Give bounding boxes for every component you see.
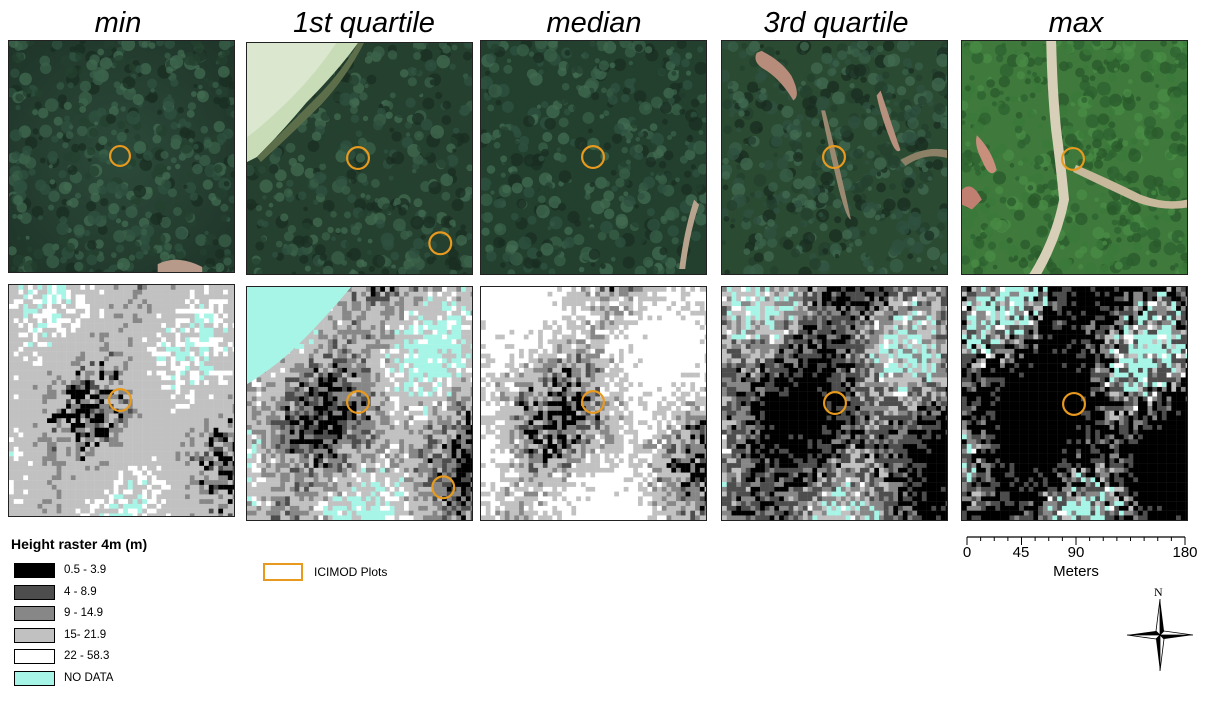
column-title-min: min	[94, 7, 142, 39]
legend-swatch	[14, 671, 55, 686]
height-raster-max	[961, 286, 1188, 521]
icimod-plot-marker	[109, 144, 132, 168]
icimod-plot-marker	[1062, 391, 1086, 416]
legend-swatch	[14, 584, 55, 600]
legend-title: Height raster 4m (m)	[11, 536, 148, 552]
satellite-image-1st-quartile	[246, 42, 473, 275]
satellite-image-median	[480, 40, 707, 275]
compass-icon	[1126, 598, 1194, 672]
height-raster-median	[480, 286, 707, 521]
satellite-image-3rd-quartile	[721, 40, 948, 275]
legend-label: 4 - 8.9	[64, 585, 97, 598]
icimod-plots-swatch	[263, 563, 303, 581]
scale-tick-0: 0	[962, 544, 972, 561]
icimod-plot-marker	[581, 390, 605, 415]
height-raster-3rd-quartile	[721, 286, 948, 521]
legend-swatch	[14, 606, 55, 622]
icimod-plot-marker	[346, 146, 371, 171]
icimod-plot-marker	[581, 145, 605, 170]
legend-swatch	[14, 563, 55, 578]
icimod-plot-marker	[1061, 146, 1086, 171]
legend-swatch	[14, 627, 55, 643]
legend-label: NO DATA	[64, 672, 114, 684]
legend-label: 15- 21.9	[64, 628, 107, 641]
icimod-plot-marker	[823, 391, 847, 416]
scale-unit: Meters	[1053, 563, 1099, 580]
height-raster-min	[8, 284, 235, 517]
legend-label: 9 - 14.9	[64, 607, 103, 620]
scale-bar-ruler	[966, 536, 1186, 545]
icimod-plot-marker	[346, 390, 371, 415]
legend-swatch	[14, 649, 55, 665]
icimod-plot-marker	[822, 145, 846, 170]
scale-tick-180: 180	[1172, 544, 1198, 561]
satellite-image-min	[8, 40, 235, 273]
column-title-1st-quartile: 1st quartile	[293, 7, 435, 39]
icimod-plot-marker-2	[428, 231, 453, 256]
icimod-plot-marker	[108, 388, 133, 413]
north-label: N	[1154, 585, 1163, 599]
column-title-median: median	[546, 7, 642, 39]
height-raster-1st-quartile	[246, 286, 473, 521]
satellite-image-max	[961, 40, 1188, 275]
scale-tick-90: 90	[1067, 544, 1085, 561]
legend-label: 0.5 - 3.9	[64, 564, 107, 576]
legend-label: 22 - 58.3	[64, 650, 110, 663]
column-title-max: max	[1048, 7, 1104, 39]
scale-bar: 0 45 90 180 Meters	[960, 536, 1200, 586]
icimod-plot-marker	[431, 475, 456, 500]
column-title-3rd-quartile: 3rd quartile	[763, 7, 909, 39]
scale-tick-45: 45	[1012, 544, 1030, 561]
icimod-plots-label: ICIMOD Plots	[314, 565, 388, 579]
north-arrow: N	[1125, 585, 1195, 673]
